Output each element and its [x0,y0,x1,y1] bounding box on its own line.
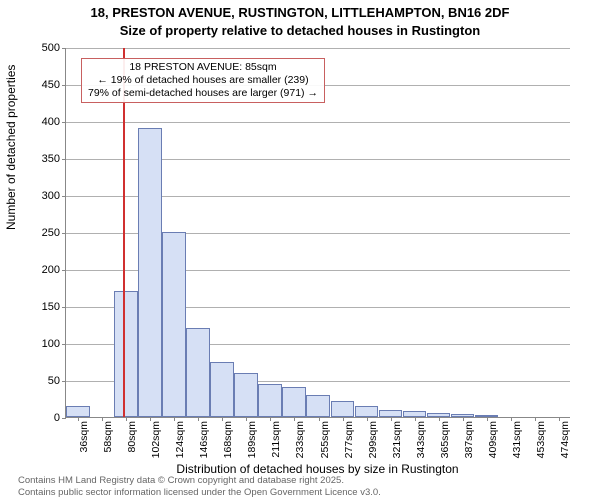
histogram-bar [162,232,186,417]
chart-title: 18, PRESTON AVENUE, RUSTINGTON, LITTLEHA… [0,0,600,39]
x-tick-label: 102sqm [150,421,162,458]
x-tick-label: 453sqm [535,421,547,458]
x-tick-label: 365sqm [439,421,451,458]
x-tick-label: 409sqm [487,421,499,458]
x-tick-label: 431sqm [511,421,523,458]
histogram-bar [186,328,210,417]
annotation-box: 18 PRESTON AVENUE: 85sqm← 19% of detache… [81,58,325,103]
histogram-bar [379,410,403,417]
y-tick-mark [62,122,66,123]
annotation-line-1: 18 PRESTON AVENUE: 85sqm [88,61,318,74]
annotation-line-2: ← 19% of detached houses are smaller (23… [88,74,318,87]
x-tick-label: 387sqm [463,421,475,458]
y-tick-label: 50 [48,375,60,387]
x-tick-label: 233sqm [294,421,306,458]
y-tick-mark [62,85,66,86]
y-tick-mark [62,344,66,345]
x-tick-label: 343sqm [415,421,427,458]
annotation-line-3: 79% of semi-detached houses are larger (… [88,87,318,100]
y-tick-mark [62,270,66,271]
x-tick-label: 146sqm [198,421,210,458]
y-tick-label: 400 [42,116,60,128]
y-tick-mark [62,418,66,419]
y-tick-label: 350 [42,153,60,165]
footer-attribution: Contains HM Land Registry data © Crown c… [18,475,381,498]
footer-line-1: Contains HM Land Registry data © Crown c… [18,475,381,486]
x-tick-label: 36sqm [78,421,90,453]
x-tick-label: 321sqm [391,421,403,458]
y-tick-mark [62,381,66,382]
x-tick-label: 255sqm [319,421,331,458]
histogram-bar [258,384,282,417]
y-tick-label: 150 [42,301,60,313]
histogram-bar [138,128,162,417]
histogram-bar [306,395,330,417]
title-line-2: Size of property relative to detached ho… [0,22,600,40]
title-line-1: 18, PRESTON AVENUE, RUSTINGTON, LITTLEHA… [0,4,600,22]
x-tick-label: 168sqm [222,421,234,458]
x-tick-label: 474sqm [559,421,571,458]
histogram-bar [355,406,379,417]
y-tick-label: 200 [42,264,60,276]
histogram-bar [234,373,258,417]
y-tick-label: 500 [42,42,60,54]
y-tick-mark [62,48,66,49]
histogram-bar [114,291,138,417]
x-tick-label: 277sqm [343,421,355,458]
x-tick-label: 58sqm [102,421,114,453]
histogram-bar [282,387,306,417]
histogram-bar [210,362,234,418]
y-tick-mark [62,159,66,160]
gridline [66,48,570,49]
x-tick-label: 189sqm [246,421,258,458]
y-tick-mark [62,233,66,234]
y-tick-label: 250 [42,227,60,239]
x-axis-label: Distribution of detached houses by size … [65,462,570,476]
histogram-bar [66,406,90,417]
footer-line-2: Contains public sector information licen… [18,487,381,498]
x-tick-label: 299sqm [367,421,379,458]
x-tick-label: 124sqm [174,421,186,458]
chart-plot-area: 05010015020025030035040045050036sqm58sqm… [65,48,570,418]
x-tick-label: 211sqm [270,421,282,458]
y-tick-mark [62,307,66,308]
y-tick-label: 0 [54,412,60,424]
y-tick-label: 100 [42,338,60,350]
y-tick-label: 450 [42,79,60,91]
y-tick-mark [62,196,66,197]
y-axis-label: Number of detached properties [4,65,18,230]
y-tick-label: 300 [42,190,60,202]
histogram-bar [331,401,355,417]
gridline [66,122,570,123]
x-tick-label: 80sqm [126,421,138,453]
